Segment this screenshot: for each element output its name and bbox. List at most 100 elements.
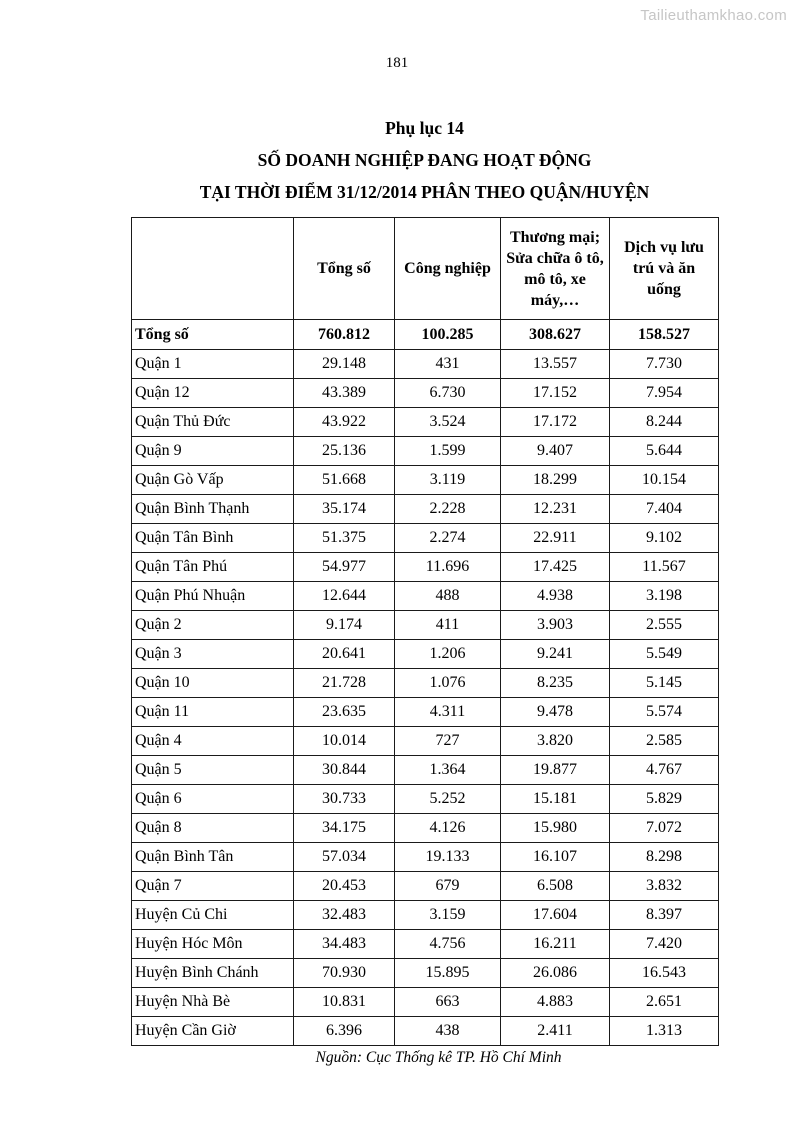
value-cell: 43.922: [293, 407, 395, 437]
district-row: Huyện Hóc Môn 34.483 4.756 16.211 7.420: [131, 929, 719, 959]
value-cell: 15.980: [500, 813, 610, 843]
total-value-cell: 308.627: [500, 319, 610, 350]
district-name-cell: Quận Bình Tân: [131, 842, 294, 872]
district-name-cell: Quận 10: [131, 668, 294, 698]
district-row: Quận 12 43.389 6.730 17.152 7.954: [131, 378, 719, 408]
value-cell: 21.728: [293, 668, 395, 698]
value-cell: 2.274: [394, 523, 501, 553]
district-name-cell: Quận Thủ Đức: [131, 407, 294, 437]
appendix-label: Phụ lục 14: [385, 118, 464, 138]
district-name-cell: Quận 4: [131, 726, 294, 756]
value-cell: 10.831: [293, 987, 395, 1017]
value-cell: 4.756: [394, 929, 501, 959]
value-cell: 51.375: [293, 523, 395, 553]
value-cell: 5.644: [609, 436, 719, 466]
document-content: Phụ lục 14 SỐ DOANH NGHIỆP ĐANG HOẠT ĐỘN…: [131, 112, 719, 1067]
value-cell: 4.938: [500, 581, 610, 611]
district-name-cell: Quận Tân Bình: [131, 523, 294, 553]
value-cell: 4.126: [394, 813, 501, 843]
value-cell: 8.235: [500, 668, 610, 698]
value-cell: 51.668: [293, 465, 395, 495]
value-cell: 9.478: [500, 697, 610, 727]
value-cell: 19.133: [394, 842, 501, 872]
value-cell: 4.883: [500, 987, 610, 1017]
district-name-cell: Huyện Nhà Bè: [131, 987, 294, 1017]
district-row: Quận 8 34.175 4.126 15.980 7.072: [131, 813, 719, 843]
value-cell: 679: [394, 871, 501, 901]
value-cell: 1.599: [394, 436, 501, 466]
table-body: Tổng số 760.812 100.285 308.627 158.527 …: [131, 319, 719, 1046]
header-industry: Công nghiệp: [394, 217, 501, 320]
value-cell: 5.252: [394, 784, 501, 814]
value-cell: 1.313: [609, 1016, 719, 1046]
value-cell: 3.903: [500, 610, 610, 640]
value-cell: 18.299: [500, 465, 610, 495]
header-accommodation-food: Dịch vụ lưu trú và ăn uống: [609, 217, 719, 320]
district-row: Huyện Củ Chi 32.483 3.159 17.604 8.397: [131, 900, 719, 930]
value-cell: 5.549: [609, 639, 719, 669]
value-cell: 3.119: [394, 465, 501, 495]
value-cell: 3.832: [609, 871, 719, 901]
value-cell: 22.911: [500, 523, 610, 553]
value-cell: 30.733: [293, 784, 395, 814]
district-name-cell: Huyện Củ Chi: [131, 900, 294, 930]
value-cell: 20.641: [293, 639, 395, 669]
district-row: Quận 6 30.733 5.252 15.181 5.829: [131, 784, 719, 814]
value-cell: 11.696: [394, 552, 501, 582]
header-empty-cell: [131, 217, 294, 320]
district-name-cell: Quận 2: [131, 610, 294, 640]
value-cell: 10.014: [293, 726, 395, 756]
district-row: Quận 2 9.174 411 3.903 2.555: [131, 610, 719, 640]
value-cell: 43.389: [293, 378, 395, 408]
district-row: Quận 11 23.635 4.311 9.478 5.574: [131, 697, 719, 727]
value-cell: 3.524: [394, 407, 501, 437]
value-cell: 438: [394, 1016, 501, 1046]
district-name-cell: Quận 7: [131, 871, 294, 901]
total-row-label: Tổng số: [131, 319, 294, 350]
value-cell: 29.148: [293, 349, 395, 379]
district-name-cell: Quận 6: [131, 784, 294, 814]
value-cell: 9.174: [293, 610, 395, 640]
district-row: Quận Tân Phú 54.977 11.696 17.425 11.567: [131, 552, 719, 582]
document-title-line2: TẠI THỜI ĐIỂM 31/12/2014 PHÂN THEO QUẬN/…: [199, 182, 650, 202]
value-cell: 70.930: [293, 958, 395, 988]
total-value-cell: 100.285: [394, 319, 501, 350]
value-cell: 32.483: [293, 900, 395, 930]
value-cell: 5.829: [609, 784, 719, 814]
value-cell: 8.298: [609, 842, 719, 872]
value-cell: 23.635: [293, 697, 395, 727]
value-cell: 6.396: [293, 1016, 395, 1046]
value-cell: 8.397: [609, 900, 719, 930]
total-value-cell: 158.527: [609, 319, 719, 350]
value-cell: 3.159: [394, 900, 501, 930]
district-name-cell: Huyện Hóc Môn: [131, 929, 294, 959]
value-cell: 17.152: [500, 378, 610, 408]
value-cell: 57.034: [293, 842, 395, 872]
value-cell: 7.730: [609, 349, 719, 379]
district-row: Quận Tân Bình 51.375 2.274 22.911 9.102: [131, 523, 719, 553]
value-cell: 34.175: [293, 813, 395, 843]
district-row: Quận 9 25.136 1.599 9.407 5.644: [131, 436, 719, 466]
value-cell: 16.543: [609, 958, 719, 988]
value-cell: 26.086: [500, 958, 610, 988]
header-total: Tổng số: [293, 217, 395, 320]
total-row: Tổng số 760.812 100.285 308.627 158.527: [131, 319, 719, 350]
value-cell: 9.102: [609, 523, 719, 553]
value-cell: 17.172: [500, 407, 610, 437]
district-name-cell: Quận 11: [131, 697, 294, 727]
district-row: Quận 7 20.453 679 6.508 3.832: [131, 871, 719, 901]
value-cell: 17.425: [500, 552, 610, 582]
value-cell: 9.241: [500, 639, 610, 669]
district-row: Quận 3 20.641 1.206 9.241 5.549: [131, 639, 719, 669]
value-cell: 4.767: [609, 755, 719, 785]
district-name-cell: Quận Tân Phú: [131, 552, 294, 582]
district-row: Quận 4 10.014 727 3.820 2.585: [131, 726, 719, 756]
value-cell: 2.651: [609, 987, 719, 1017]
value-cell: 8.244: [609, 407, 719, 437]
value-cell: 2.555: [609, 610, 719, 640]
value-cell: 16.211: [500, 929, 610, 959]
header-trade-repair: Thương mại; Sửa chữa ô tô, mô tô, xe máy…: [500, 217, 610, 320]
district-row: Quận 1 29.148 431 13.557 7.730: [131, 349, 719, 379]
value-cell: 30.844: [293, 755, 395, 785]
district-name-cell: Huyện Bình Chánh: [131, 958, 294, 988]
